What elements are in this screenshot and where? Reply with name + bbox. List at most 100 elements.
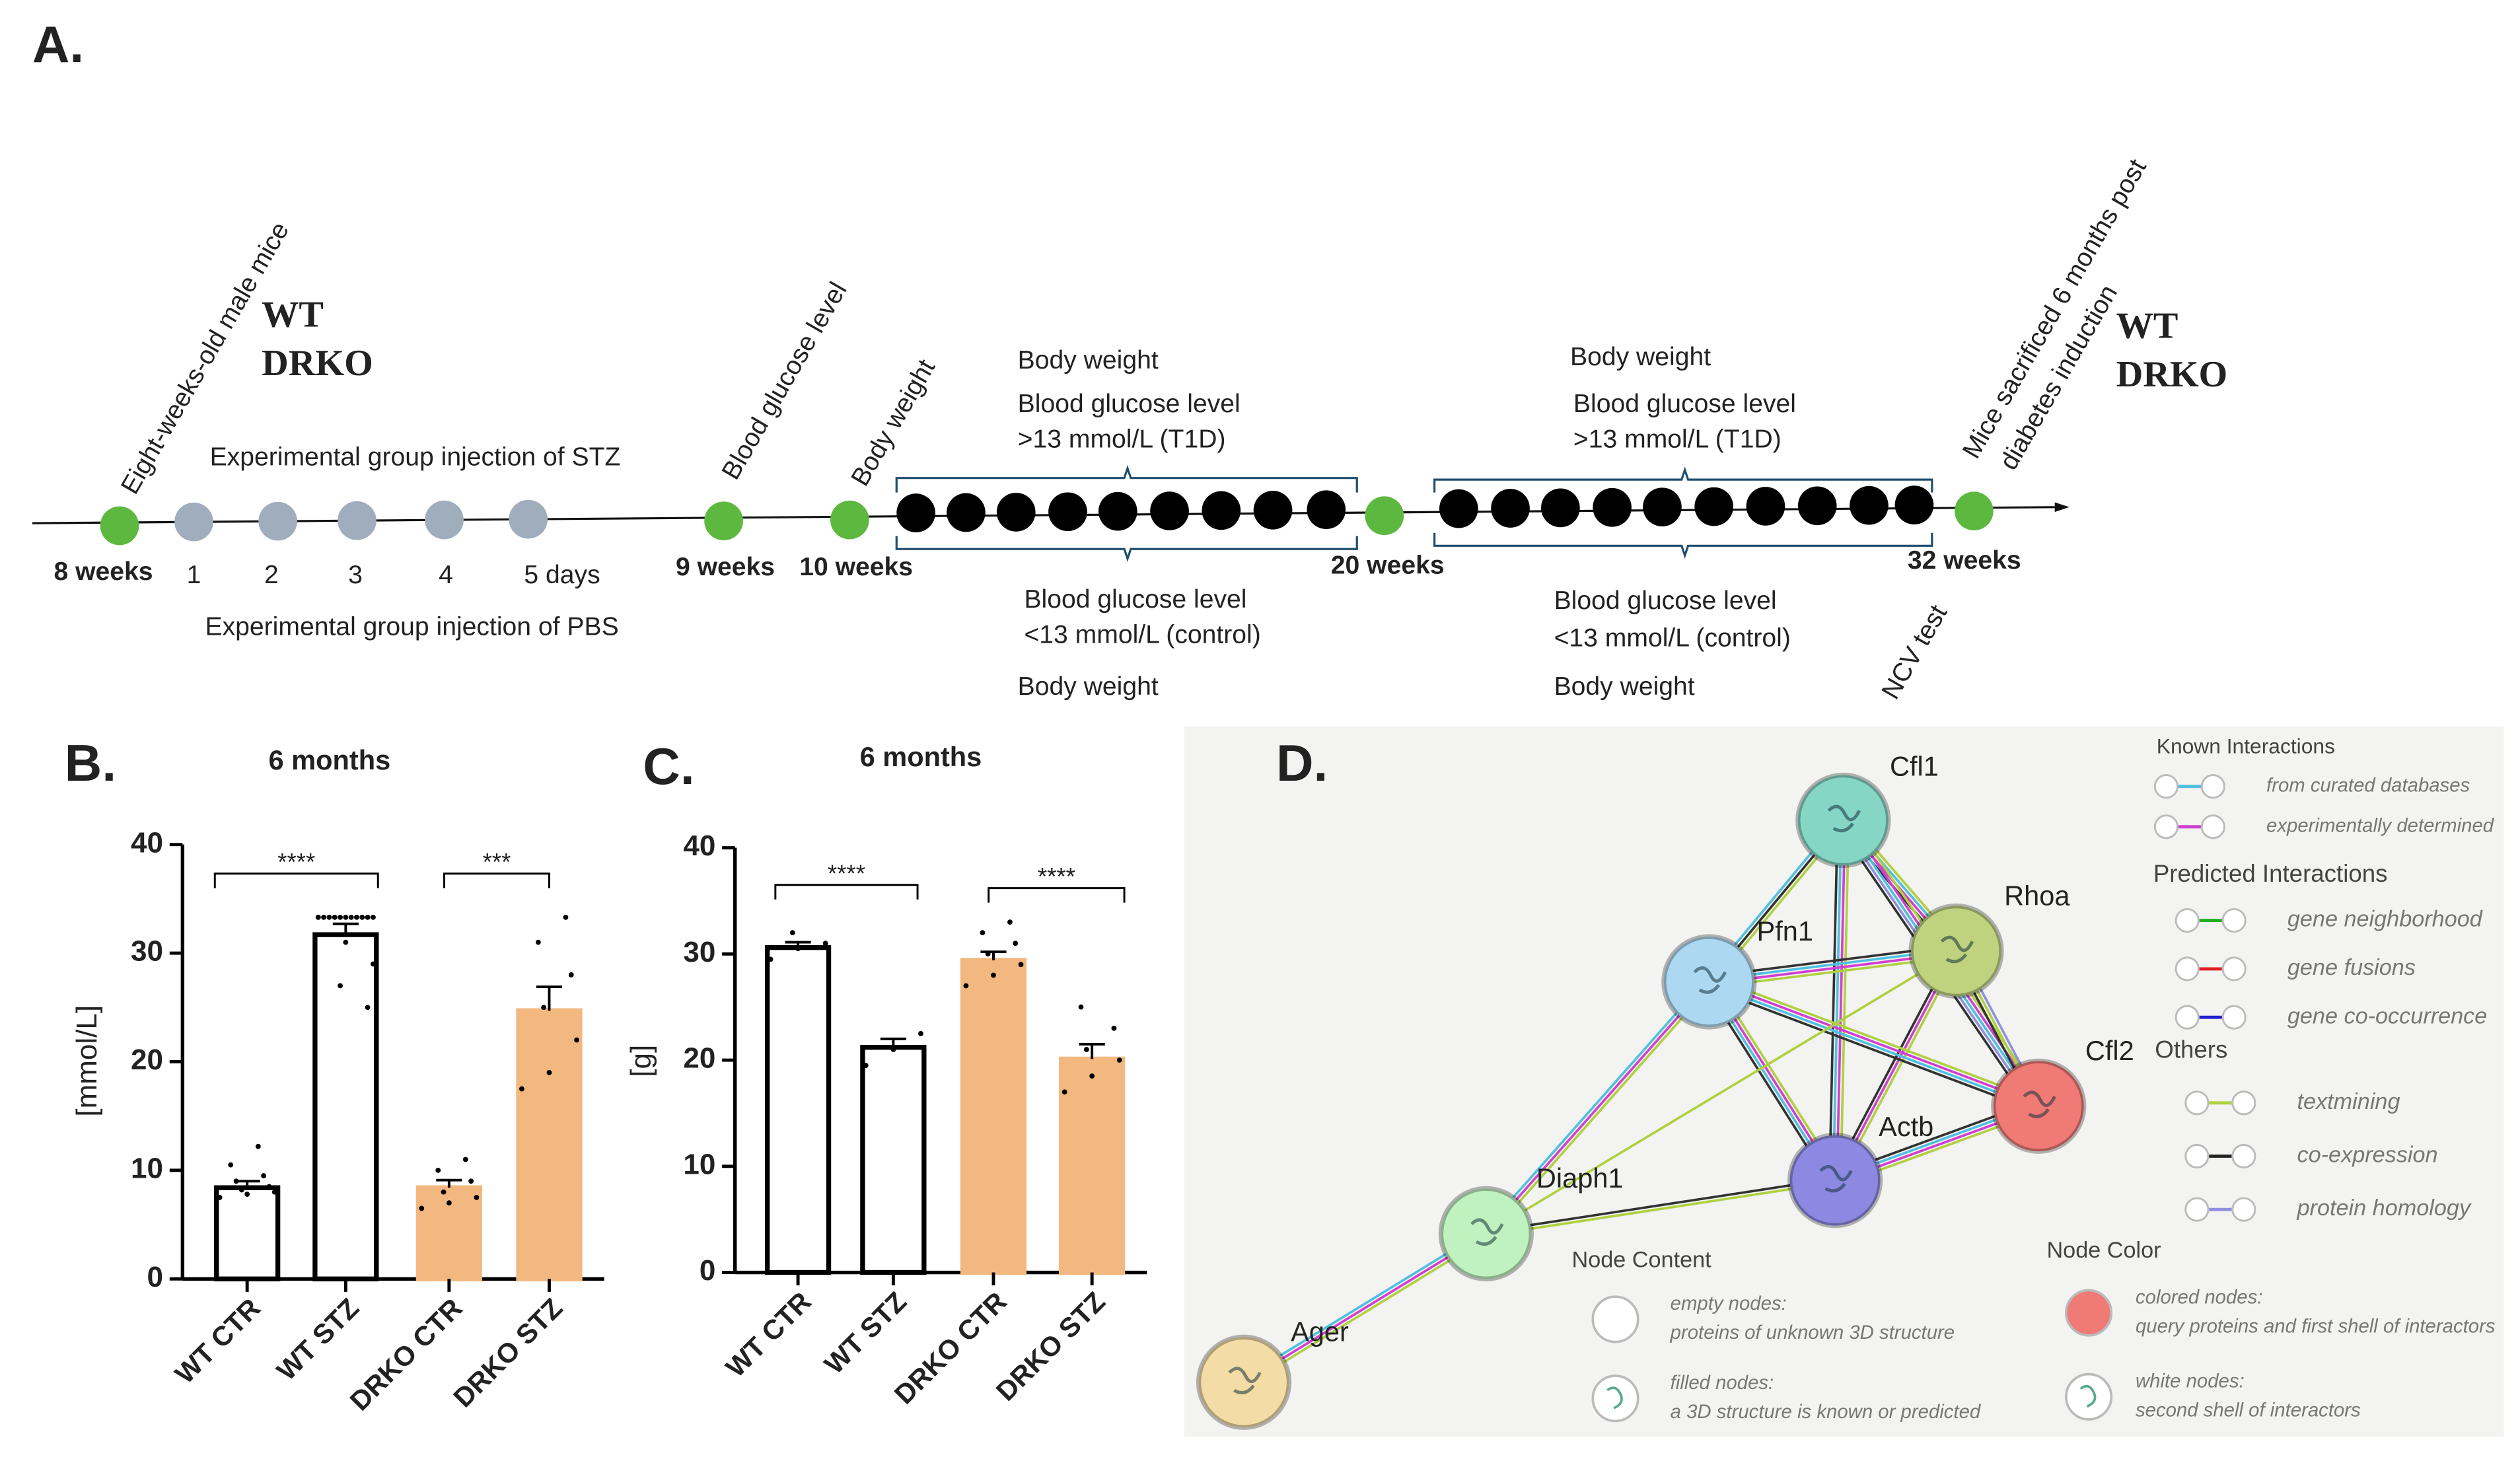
- measure-dot: [1202, 491, 1241, 530]
- note: Blood glucose level: [1018, 390, 1241, 418]
- data-point: [563, 914, 569, 920]
- measure-dot: [1098, 491, 1137, 531]
- panel-label: D.: [1276, 734, 1328, 792]
- legend-node: [2175, 956, 2200, 981]
- legend-node: [2175, 908, 2200, 933]
- bracket: [1433, 532, 1933, 559]
- panel-a: A. WT DRKO WT DRKO Eight-weeks-old male …: [32, 15, 2227, 704]
- y-tick-label: 40: [131, 826, 163, 859]
- edge: [1832, 820, 1843, 1181]
- legend-label: gene neighborhood: [2287, 907, 2483, 932]
- error-bar: [980, 950, 1007, 960]
- data-point: [446, 1200, 452, 1206]
- data-point: [419, 1205, 425, 1211]
- bar: [312, 932, 379, 1281]
- y-tick-label: 10: [683, 1148, 715, 1180]
- data-point: [574, 1037, 579, 1043]
- edge: [1486, 1177, 1835, 1233]
- data-point: [365, 914, 371, 920]
- measure-dot: [947, 493, 986, 532]
- data-point: [354, 914, 359, 920]
- injection-dot: [258, 501, 297, 541]
- node: [1196, 1334, 1292, 1430]
- data-point: [326, 914, 332, 920]
- legend-label: experimentally determined: [2266, 814, 2495, 836]
- error-bar: [536, 985, 563, 1011]
- significance-label: ****: [828, 860, 865, 887]
- data-point: [1089, 1073, 1095, 1079]
- error-bar: [1079, 1042, 1105, 1059]
- bracket: [895, 464, 1358, 493]
- note: >13 mmol/L (T1D): [1573, 425, 1782, 454]
- legend-label: empty nodes:: [1671, 1293, 1787, 1314]
- significance-bracket: [988, 887, 1126, 903]
- data-point: [535, 939, 541, 945]
- y-tick-label: 10: [131, 1153, 163, 1185]
- brackets: [895, 464, 1933, 562]
- legend-title: Others: [2155, 1036, 2227, 1063]
- y-tick-label: 20: [131, 1044, 163, 1076]
- node-structure: [1228, 1367, 1262, 1394]
- y-axis-label: [g]: [625, 1045, 657, 1077]
- legend-node: [2064, 1289, 2113, 1337]
- data-point: [795, 946, 801, 952]
- measure-dot: [1307, 490, 1346, 530]
- group: WT: [262, 295, 324, 336]
- measure-dot: [996, 493, 1036, 532]
- edge: [1836, 820, 1846, 1181]
- group: DRKO: [2116, 354, 2228, 395]
- legend-node: [1591, 1374, 1639, 1423]
- edge: [1488, 983, 1713, 1237]
- measure-dot: [1491, 489, 1530, 528]
- node: [1908, 903, 2004, 999]
- legend-label: colored nodes:: [2136, 1286, 2262, 1308]
- panel-label: B.: [65, 734, 116, 792]
- measure-dot: [1894, 485, 1934, 524]
- edge: [1709, 979, 2040, 1106]
- edge: [1839, 820, 1850, 1181]
- day: 3: [348, 561, 363, 589]
- legend-node: [2064, 1373, 2113, 1421]
- measure-dot: [1797, 486, 1837, 526]
- bracket: [1433, 466, 1933, 493]
- note: NCV test: [1877, 600, 1953, 704]
- day: 4: [439, 561, 453, 589]
- node-label: Rhoa: [2004, 880, 2070, 911]
- legend-node: [2153, 814, 2179, 839]
- bar: [764, 945, 832, 1275]
- legend-node: [2221, 956, 2247, 981]
- y-tick-label: 0: [147, 1261, 163, 1293]
- data-point: [768, 956, 774, 962]
- data-point: [371, 914, 376, 920]
- data-point: [1018, 962, 1024, 968]
- data-point: [1116, 1057, 1122, 1063]
- node-structure: [2079, 1384, 2097, 1408]
- significance-label: ****: [277, 849, 315, 876]
- data-point: [991, 972, 996, 978]
- data-point: [1083, 1047, 1089, 1052]
- note: Blood glucose level: [1024, 585, 1246, 614]
- x-tick-label: WT STZ: [271, 1292, 365, 1386]
- note: Body weight: [1018, 672, 1159, 701]
- data-point: [890, 1047, 896, 1052]
- measure-dot: [1253, 490, 1293, 530]
- note: Blood glucose level: [1573, 390, 1796, 418]
- timepoint-dot: [1365, 496, 1404, 536]
- data-point: [255, 1143, 261, 1149]
- node-label: Ager: [1291, 1316, 1349, 1347]
- data-point: [435, 1167, 441, 1173]
- measure-dot: [896, 493, 935, 532]
- data-point: [338, 914, 343, 920]
- edge: [1485, 950, 1957, 1235]
- node-structure: [2023, 1090, 2056, 1118]
- data-point: [338, 983, 343, 989]
- data-point: [519, 1086, 524, 1092]
- y-tick-label: 40: [683, 830, 715, 862]
- day: 5 days: [524, 561, 600, 589]
- legend-node: [2200, 814, 2225, 839]
- edge: [1482, 978, 1708, 1232]
- panel-label: C.: [643, 737, 694, 795]
- legend-label: filled nodes:: [1671, 1372, 1774, 1394]
- data-point: [343, 914, 349, 920]
